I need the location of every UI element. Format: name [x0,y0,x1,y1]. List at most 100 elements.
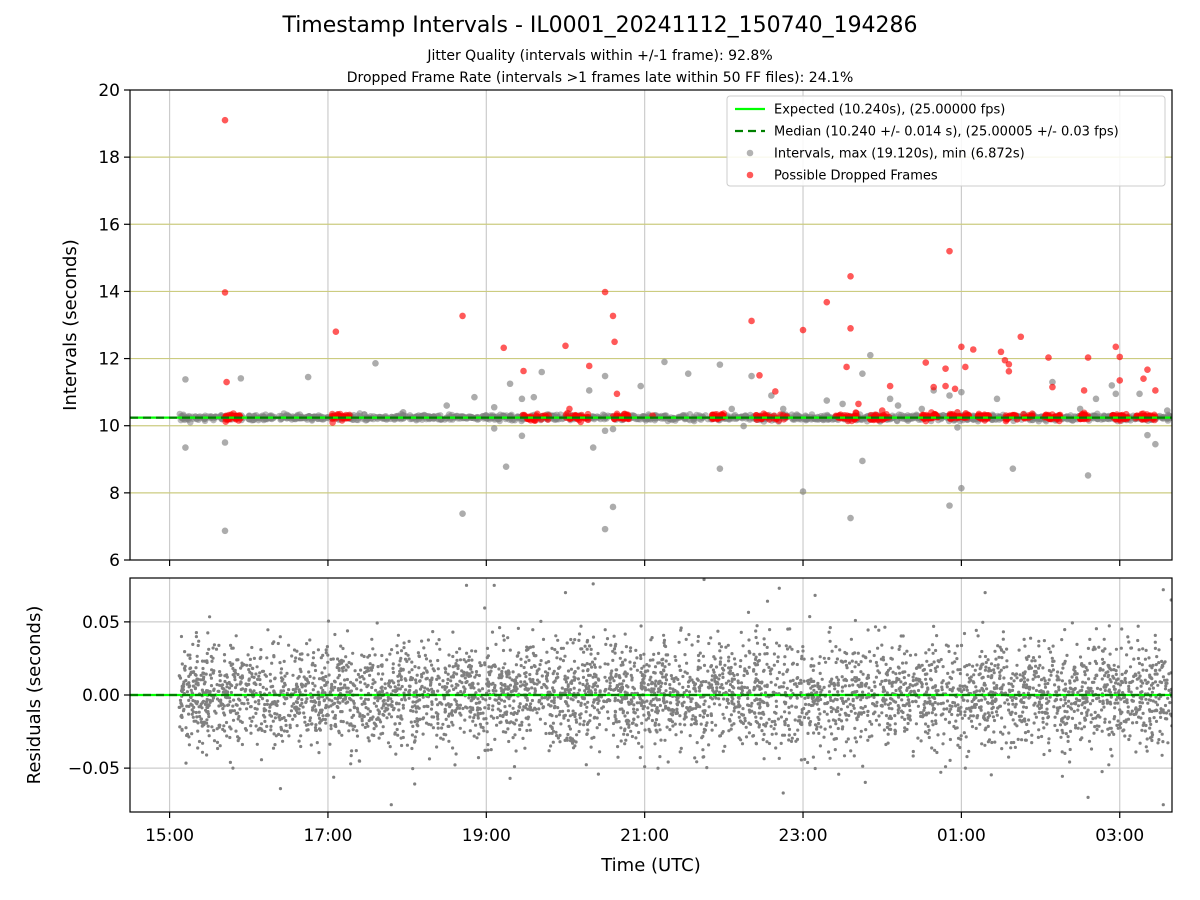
residual-point [1027,654,1031,659]
residual-point [917,695,921,699]
residual-point [927,735,931,740]
residual-point [721,712,725,716]
residual-point [696,639,700,643]
residual-point [529,702,533,706]
residual-point [371,663,375,668]
residual-point [798,715,802,719]
residual-point [868,720,872,724]
residual-point [802,679,806,683]
interval-point [589,444,597,451]
residual-point [537,707,541,711]
residual-point [530,698,535,703]
residual-point [885,691,889,695]
residual-point [355,707,360,711]
residual-point [1113,706,1117,710]
residual-point [644,718,648,722]
residual-point [282,729,286,733]
residual-point [1102,637,1106,641]
residual-point [934,669,938,674]
residual-point [470,658,474,662]
interval-point [601,525,609,533]
residual-point [976,634,980,638]
residual-point [348,708,352,712]
residual-point [960,695,964,699]
residual-point [386,741,391,745]
y-tick-label: 8 [109,484,120,504]
residual-point [1126,705,1130,709]
residual-point [1143,657,1147,661]
residual-point [271,746,276,750]
residual-point [962,698,966,702]
residual-point [268,705,272,709]
residual-point [323,717,327,722]
residual-point [886,732,890,736]
residual-point [429,707,434,711]
residual-point [962,631,967,636]
residual-point [810,657,814,661]
residual-point [959,737,963,741]
residual-point [382,698,386,703]
residual-point [616,755,620,759]
residual-point [1141,668,1145,672]
residual-point [486,654,490,658]
residual-point [538,663,542,667]
interval-point [1144,431,1151,439]
residual-point [400,698,404,702]
residual-point [1007,688,1012,692]
residual-point [679,746,683,751]
residual-point [656,766,660,770]
residual-point [1093,710,1097,715]
residual-point [1153,668,1157,673]
residual-point [806,731,810,736]
residual-point [514,749,518,753]
residual-point [722,716,726,720]
residual-point [317,677,322,681]
residual-point [1011,672,1015,676]
residual-point [1151,663,1155,668]
residual-point [828,725,833,729]
residual-point [422,690,426,694]
residual-point [273,716,277,720]
residual-point [1092,680,1096,684]
residual-point [890,684,894,688]
residual-point [556,706,560,710]
intervals-plot-frame [129,89,1173,561]
residual-point [908,683,912,687]
residual-point [877,714,881,718]
residual-point [473,713,477,717]
residual-point [312,651,316,655]
residual-point [1128,665,1133,669]
residual-point [325,696,329,700]
residual-point [622,695,626,700]
residual-point [993,740,997,744]
residual-point [754,715,758,719]
residual-point [606,662,610,666]
residual-point [880,711,884,715]
residual-point [319,686,323,690]
residual-point [324,721,328,725]
residual-point [498,626,502,630]
residual-point [226,703,230,708]
interval-point [799,488,807,495]
residual-point [1151,686,1155,690]
residual-point [998,676,1002,681]
dropped-frame-point [1116,353,1124,361]
residual-point [623,670,627,674]
residual-point [912,672,916,676]
residual-point [851,652,855,656]
residual-point [1148,717,1152,721]
residual-point [264,687,269,691]
residual-point [1086,646,1090,651]
residual-point [787,705,791,710]
residual-point [436,726,440,730]
residual-point [298,703,302,708]
residual-point [592,682,596,686]
residual-point [611,658,615,663]
residual-point [608,684,612,688]
residual-point [762,732,766,737]
dropped-frame-point [930,383,937,391]
residual-point [414,678,418,682]
residual-point [774,699,778,703]
chart-title: Timestamp Intervals - IL0001_20241112_15… [282,13,918,38]
residual-point [591,635,596,639]
